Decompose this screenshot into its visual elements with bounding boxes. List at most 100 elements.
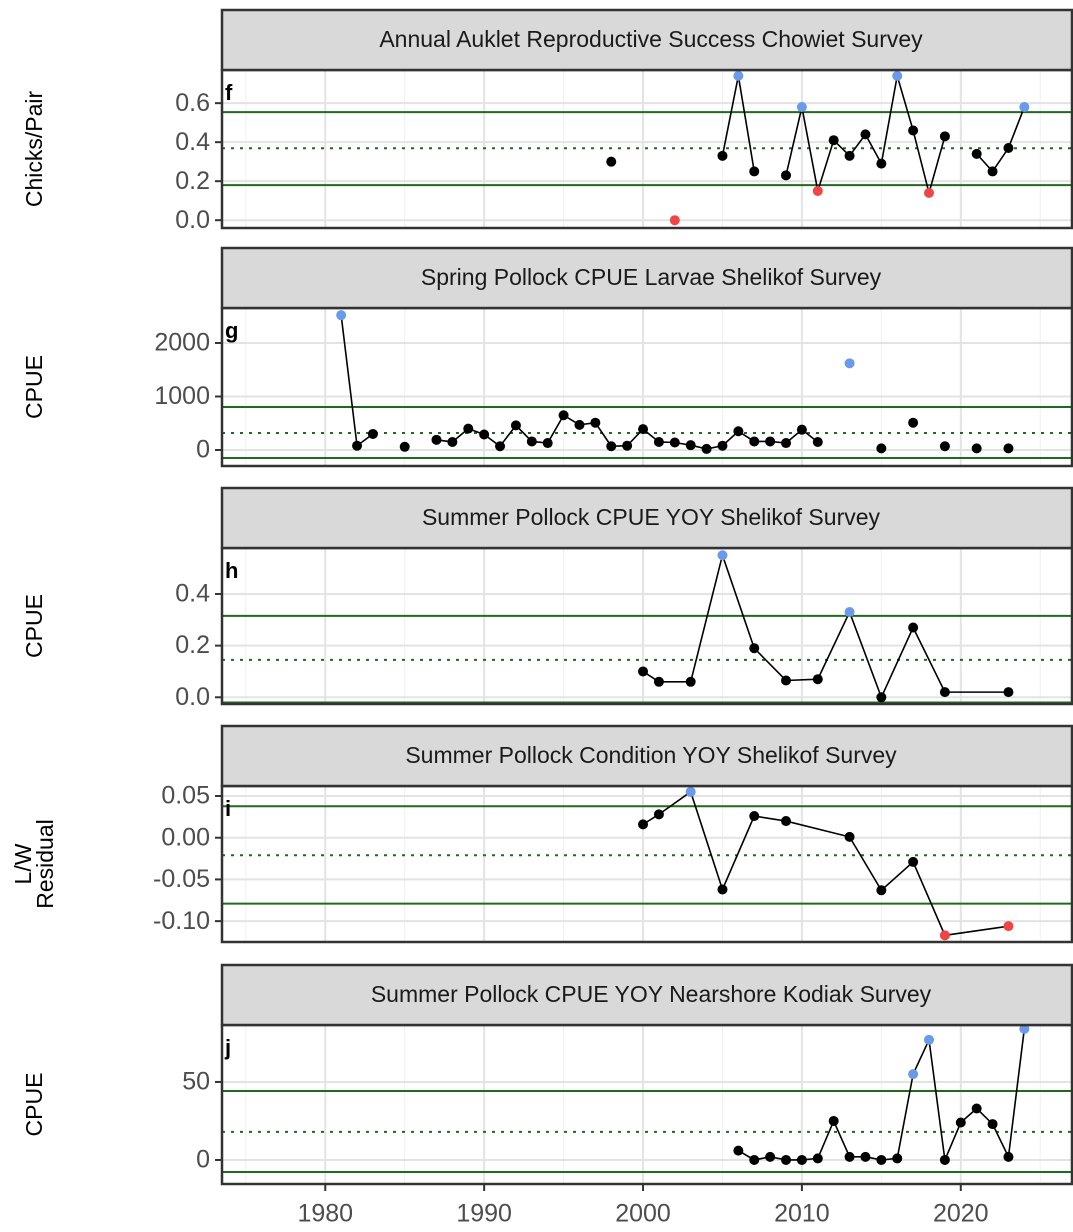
strip [220,963,1073,1027]
data-point [526,436,537,447]
data-point [669,437,680,448]
data-point [796,1154,807,1165]
data-point [733,70,744,81]
y-tick-label: 1000 [154,382,210,410]
data-point [590,417,601,428]
panel-background [222,308,1072,466]
data-point [939,687,950,698]
data-point [908,125,919,136]
data-point [860,1151,871,1162]
data-point [971,148,982,159]
data-point [939,930,950,941]
data-point [1003,143,1014,154]
data-point [367,428,378,439]
data-point [876,443,887,454]
panel: -0.10 -0.05 0.00 0.05 Summer Pollock Conditi… [10,724,1073,944]
data-point [653,676,664,687]
data-point [876,885,887,896]
panel-title: Summer Pollock CPUE YOY Shelikof Survey [422,504,881,530]
x-tick-label: 2010 [774,1200,830,1228]
data-point [733,426,744,437]
data-point [939,441,950,452]
y-axis-label: L/W [10,843,36,884]
data-point [574,419,585,430]
data-point [844,831,855,842]
data-point [1003,1151,1014,1162]
data-point [336,310,347,321]
data-point [781,438,792,449]
panel: 0 1000 2000 Spring Pollock CPUE Larvae Shel… [21,246,1073,468]
y-tick-label: 50 [182,1068,210,1096]
data-point [939,131,950,142]
panel-tag: j [224,1035,231,1060]
data-point [765,436,776,447]
data-point [860,129,871,140]
y-axis-label: Residual [32,819,58,909]
data-point [463,423,474,434]
data-point [749,166,760,177]
panel: 0.0 0.2 0.4 0.6 Annual Auklet Reproductive S… [21,8,1073,234]
data-point [1019,1023,1030,1034]
data-point [1019,102,1030,113]
panel-tag: i [225,796,231,821]
data-point [828,135,839,146]
data-point [892,1153,903,1164]
x-tick-label: 2020 [933,1200,989,1228]
data-point [495,441,506,452]
y-tick-label: 0.05 [161,782,210,810]
data-point [844,607,855,618]
data-point [1003,921,1014,932]
strip [220,246,1073,310]
y-tick-label: 0.6 [175,89,210,117]
data-point [622,440,633,451]
data-point [812,436,823,447]
strip [220,486,1073,550]
data-point [908,856,919,867]
data-point [717,440,728,451]
x-tick-label: 2000 [615,1200,671,1228]
data-point [749,436,760,447]
data-point [653,809,664,820]
y-axis-label: CPUE [21,355,47,419]
y-tick-label: 0 [196,436,210,464]
data-point [558,410,569,421]
data-point [812,185,823,196]
data-point [733,1145,744,1156]
data-point [908,1069,919,1080]
data-point [955,1117,966,1128]
data-point [685,786,696,797]
data-point [812,1153,823,1164]
data-point [447,436,458,447]
data-point [796,424,807,435]
panel-title: Summer Pollock Condition YOY Shelikof Su… [405,742,897,768]
y-tick-label: -0.10 [153,907,210,935]
data-point [796,102,807,113]
data-point [781,170,792,181]
y-tick-label: 0.4 [175,580,210,608]
y-axis-label: CPUE [21,594,47,658]
data-point [685,440,696,451]
data-point [844,358,855,369]
strip [220,8,1073,72]
y-axis-label: Chicks/Pair [21,91,47,208]
data-point [717,884,728,895]
x-tick-label: 1980 [297,1200,353,1228]
panel-title: Summer Pollock CPUE YOY Nearshore Kodiak… [371,981,932,1007]
data-point [1003,443,1014,454]
data-point [781,1154,792,1165]
panel-tag: f [225,80,233,105]
data-line [642,552,1009,700]
data-point [479,429,490,440]
data-point [1003,687,1014,698]
y-tick-label: 0.00 [161,823,210,851]
data-point [987,166,998,177]
data-point [431,434,442,445]
y-tick-label: 2000 [154,329,210,357]
data-point [939,1154,950,1165]
panel-title: Spring Pollock CPUE Larvae Shelikof Surv… [421,264,882,290]
data-point [892,70,903,81]
panel-tag: g [225,318,238,343]
data-point [765,1151,776,1162]
y-tick-label: 0.4 [175,128,210,156]
